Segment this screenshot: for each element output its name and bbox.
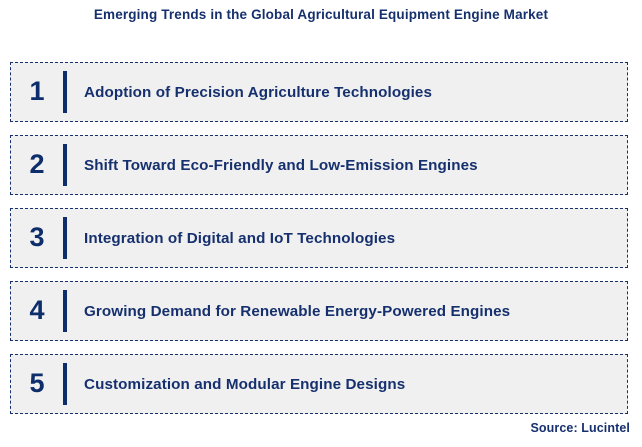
vertical-divider [63,144,67,186]
trend-number: 3 [29,222,45,252]
trend-label: Growing Demand for Renewable Energy-Powe… [84,302,511,320]
trend-label: Adoption of Precision Agriculture Techno… [84,83,433,101]
trend-number: 1 [29,76,45,106]
vertical-divider [63,363,67,405]
vertical-divider [63,217,67,259]
trend-number: 5 [29,368,45,398]
source-attribution: Source: Lucintel [530,421,630,435]
vertical-divider [63,71,67,113]
page-title: Emerging Trends in the Global Agricultur… [93,7,549,22]
trend-label: Customization and Modular Engine Designs [84,375,406,393]
trend-number: 4 [29,295,45,325]
list-item[interactable]: 5 Customization and Modular Engine Desig… [10,354,628,414]
trend-label: Integration of Digital and IoT Technolog… [84,229,396,247]
list-item[interactable]: 2 Shift Toward Eco-Friendly and Low-Emis… [10,135,628,195]
list-item[interactable]: 1 Adoption of Precision Agriculture Tech… [10,62,628,122]
trend-number: 2 [29,149,45,179]
vertical-divider [63,290,67,332]
trend-label: Shift Toward Eco-Friendly and Low-Emissi… [84,156,478,174]
list-item[interactable]: 4 Growing Demand for Renewable Energy-Po… [10,281,628,341]
trend-list: 1 Adoption of Precision Agriculture Tech… [10,62,628,414]
list-item[interactable]: 3 Integration of Digital and IoT Technol… [10,208,628,268]
